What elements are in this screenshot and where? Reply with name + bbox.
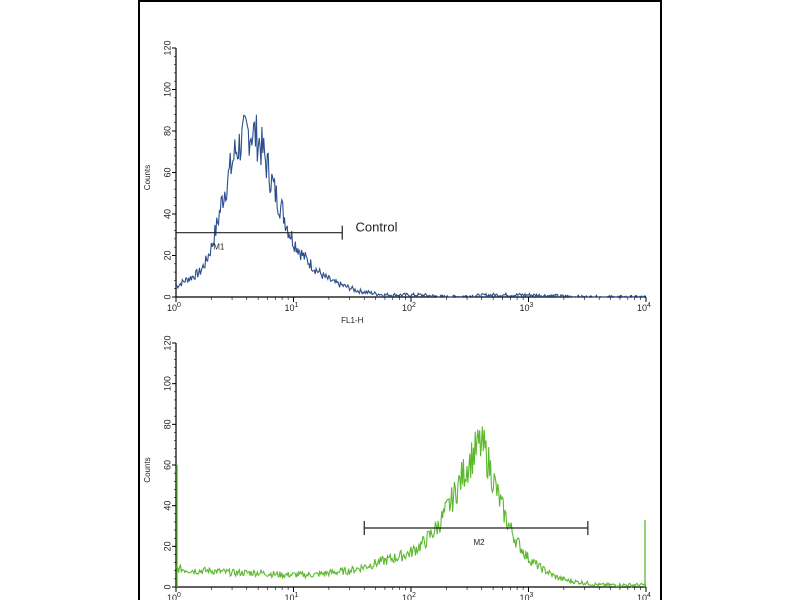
histogram-trace [175,114,647,299]
x-tick-label: 102 [402,302,416,313]
y-tick-label: 80 [162,419,172,429]
y-tick-label: 0 [162,584,172,589]
y-axis-title: Counts [143,165,152,190]
y-tick-label: 100 [162,82,172,97]
y-tick-label: 80 [162,126,172,136]
histogram-trace [175,426,647,589]
y-tick-label: 120 [162,335,172,350]
x-tick-label: 103 [520,302,534,313]
y-tick-label: 60 [162,460,172,470]
x-tick-label: 100 [167,302,181,313]
x-tick-label: 104 [637,302,651,313]
x-tick-label: 104 [637,592,651,600]
annotation-label: Control [356,220,398,235]
y-tick-label: 120 [162,40,172,55]
y-tick-label: 20 [162,541,172,551]
y-tick-label: 0 [162,294,172,299]
histogram-panel-1: 0 20 40 60 80 100 120 100 101 102 103 104 Counts FL1-… [143,40,651,325]
x-tick-label: 101 [285,302,299,313]
gate-label: M1 [213,243,225,252]
gate-marker-m1: M1 [175,225,343,252]
gate-label: M2 [473,538,485,547]
figure-frame [138,0,662,600]
gate-marker-m2: M2 [363,521,589,547]
x-axis-title: FL1-H [341,316,363,325]
x-tick-label: 101 [285,592,299,600]
y-axis-title: Counts [143,457,152,482]
x-tick-label: 103 [520,592,534,600]
y-tick-label: 40 [162,209,172,219]
x-tick-label: 100 [167,592,181,600]
y-tick-label: 20 [162,250,172,260]
y-tick-label: 40 [162,501,172,511]
histogram-panel-2: 0 20 40 60 80 100 120 100 101 102 103 104 Counts M2 [143,335,651,600]
x-tick-label: 102 [402,592,416,600]
y-tick-label: 100 [162,376,172,391]
y-tick-label: 60 [162,167,172,177]
